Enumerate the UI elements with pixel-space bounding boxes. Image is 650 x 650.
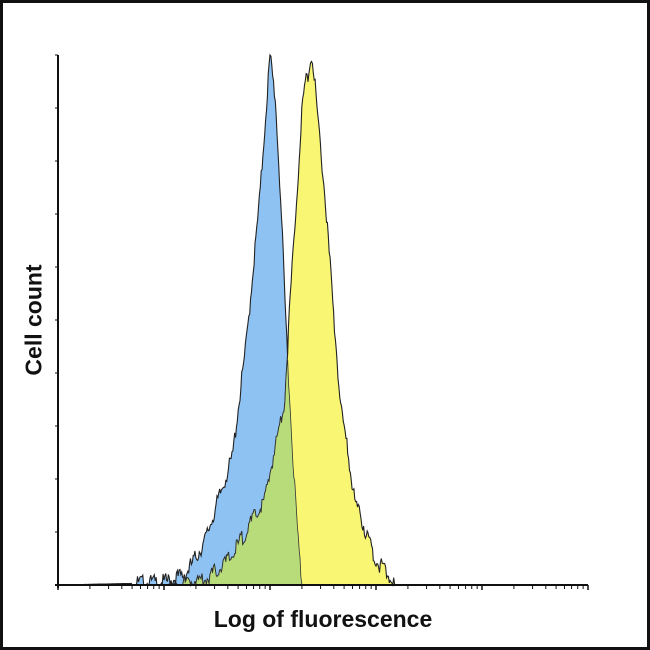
y-axis-label: Cell count <box>20 264 47 376</box>
histogram-series-2 <box>58 60 588 588</box>
x-axis-label: Log of fluorescence <box>213 606 433 632</box>
